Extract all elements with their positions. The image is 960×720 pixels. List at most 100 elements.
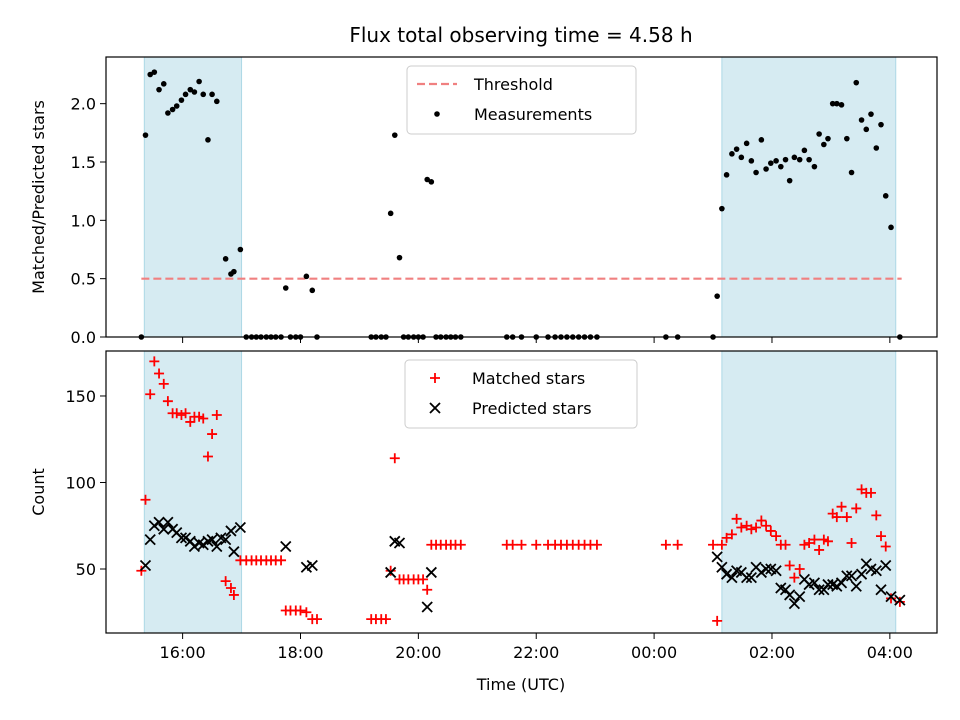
data-point [786, 177, 793, 184]
y-tick-label: 1.5 [71, 153, 96, 172]
data-point [140, 494, 151, 505]
data-point [751, 522, 762, 533]
data-point [185, 416, 196, 427]
data-point [726, 529, 737, 540]
legend-swatch [429, 402, 441, 414]
data-point [428, 179, 435, 185]
data-point [868, 111, 874, 117]
data-point [202, 451, 213, 462]
data-point [421, 601, 433, 613]
data-point [200, 91, 207, 98]
data-point [144, 533, 156, 546]
count-panel: 50 100 150 Count 16:00 18:00 20:00 22:00 00:00 02… [29, 350, 938, 662]
data-point [303, 273, 310, 280]
data-point [380, 614, 391, 625]
data-point [180, 408, 191, 419]
data-point [829, 100, 836, 107]
legend-label: Matched stars [472, 369, 585, 388]
data-point [396, 254, 403, 261]
data-point [531, 539, 542, 550]
x-tick-label: 18:00 [277, 643, 323, 662]
data-point [738, 154, 745, 161]
data-point [813, 584, 825, 596]
data-point [848, 169, 855, 176]
data-point [886, 593, 897, 604]
data-point [763, 166, 769, 172]
legend-swatch [430, 373, 440, 383]
data-point [418, 574, 429, 585]
shaded-interval-1 [143, 350, 243, 634]
data-point [171, 408, 182, 419]
data-point [425, 566, 437, 579]
data-point [206, 533, 218, 546]
data-point [295, 605, 306, 616]
data-point [841, 512, 852, 523]
data-point [836, 501, 847, 512]
data-point [723, 172, 730, 178]
data-point [726, 572, 738, 584]
data-point [507, 539, 518, 550]
data-point [205, 137, 211, 143]
data-point [220, 576, 231, 587]
shaded-interval-2 [721, 56, 897, 338]
data-point [211, 540, 223, 553]
data-point [731, 513, 742, 524]
data-point [771, 531, 782, 542]
data-point [794, 591, 806, 603]
data-point [885, 591, 897, 603]
data-point [280, 540, 292, 553]
data-point [835, 577, 848, 589]
data-point [385, 565, 396, 576]
data-point [422, 584, 433, 595]
data-point [716, 561, 728, 573]
data-point [228, 546, 240, 558]
y-tick-label: 150 [65, 387, 96, 406]
data-point [387, 210, 394, 217]
x-tick-label: 04:00 [867, 643, 913, 662]
data-point [714, 293, 720, 299]
data-point [882, 193, 889, 199]
data-point [191, 89, 198, 95]
data-point [875, 584, 887, 596]
data-point [778, 163, 784, 170]
data-point [182, 91, 189, 98]
x-tick-label: 02:00 [749, 643, 795, 662]
data-point [788, 597, 801, 610]
legend-label: Predicted stars [472, 399, 592, 418]
data-point [153, 516, 165, 528]
legend-swatch [434, 111, 440, 117]
ratio-panel: 0.0 0.5 1.0 1.5 2.0 Matched/Predicted stars Th… [29, 56, 938, 347]
y-tick-label: 100 [65, 473, 96, 492]
data-point [733, 146, 740, 152]
y-tick-label: 0.5 [71, 270, 96, 289]
data-point [831, 512, 842, 523]
data-point [306, 559, 318, 572]
data-point [743, 140, 750, 147]
data-point [158, 523, 170, 535]
data-point [855, 568, 868, 580]
data-point [845, 570, 858, 582]
y-tick-label: 0.0 [71, 328, 96, 347]
data-point [863, 126, 870, 133]
data-point [154, 368, 165, 379]
data-point [175, 532, 188, 544]
y-axis-label: Matched/Predicted stars [29, 100, 48, 294]
data-point [878, 121, 884, 128]
data-point [162, 516, 174, 528]
data-point [816, 131, 822, 137]
data-point [888, 224, 894, 231]
data-point [809, 534, 820, 545]
data-point [301, 607, 312, 618]
plot-frame [105, 56, 938, 338]
data-point [214, 98, 220, 105]
data-point [838, 102, 845, 108]
data-point [228, 589, 239, 600]
data-point [424, 176, 431, 183]
data-point [672, 539, 683, 550]
legend-label: Threshold [473, 75, 553, 94]
data-point [162, 396, 173, 407]
legend-box [404, 359, 638, 429]
data-point [225, 583, 236, 594]
series-measurements [138, 69, 903, 340]
x-tick-label: 20:00 [395, 643, 441, 662]
